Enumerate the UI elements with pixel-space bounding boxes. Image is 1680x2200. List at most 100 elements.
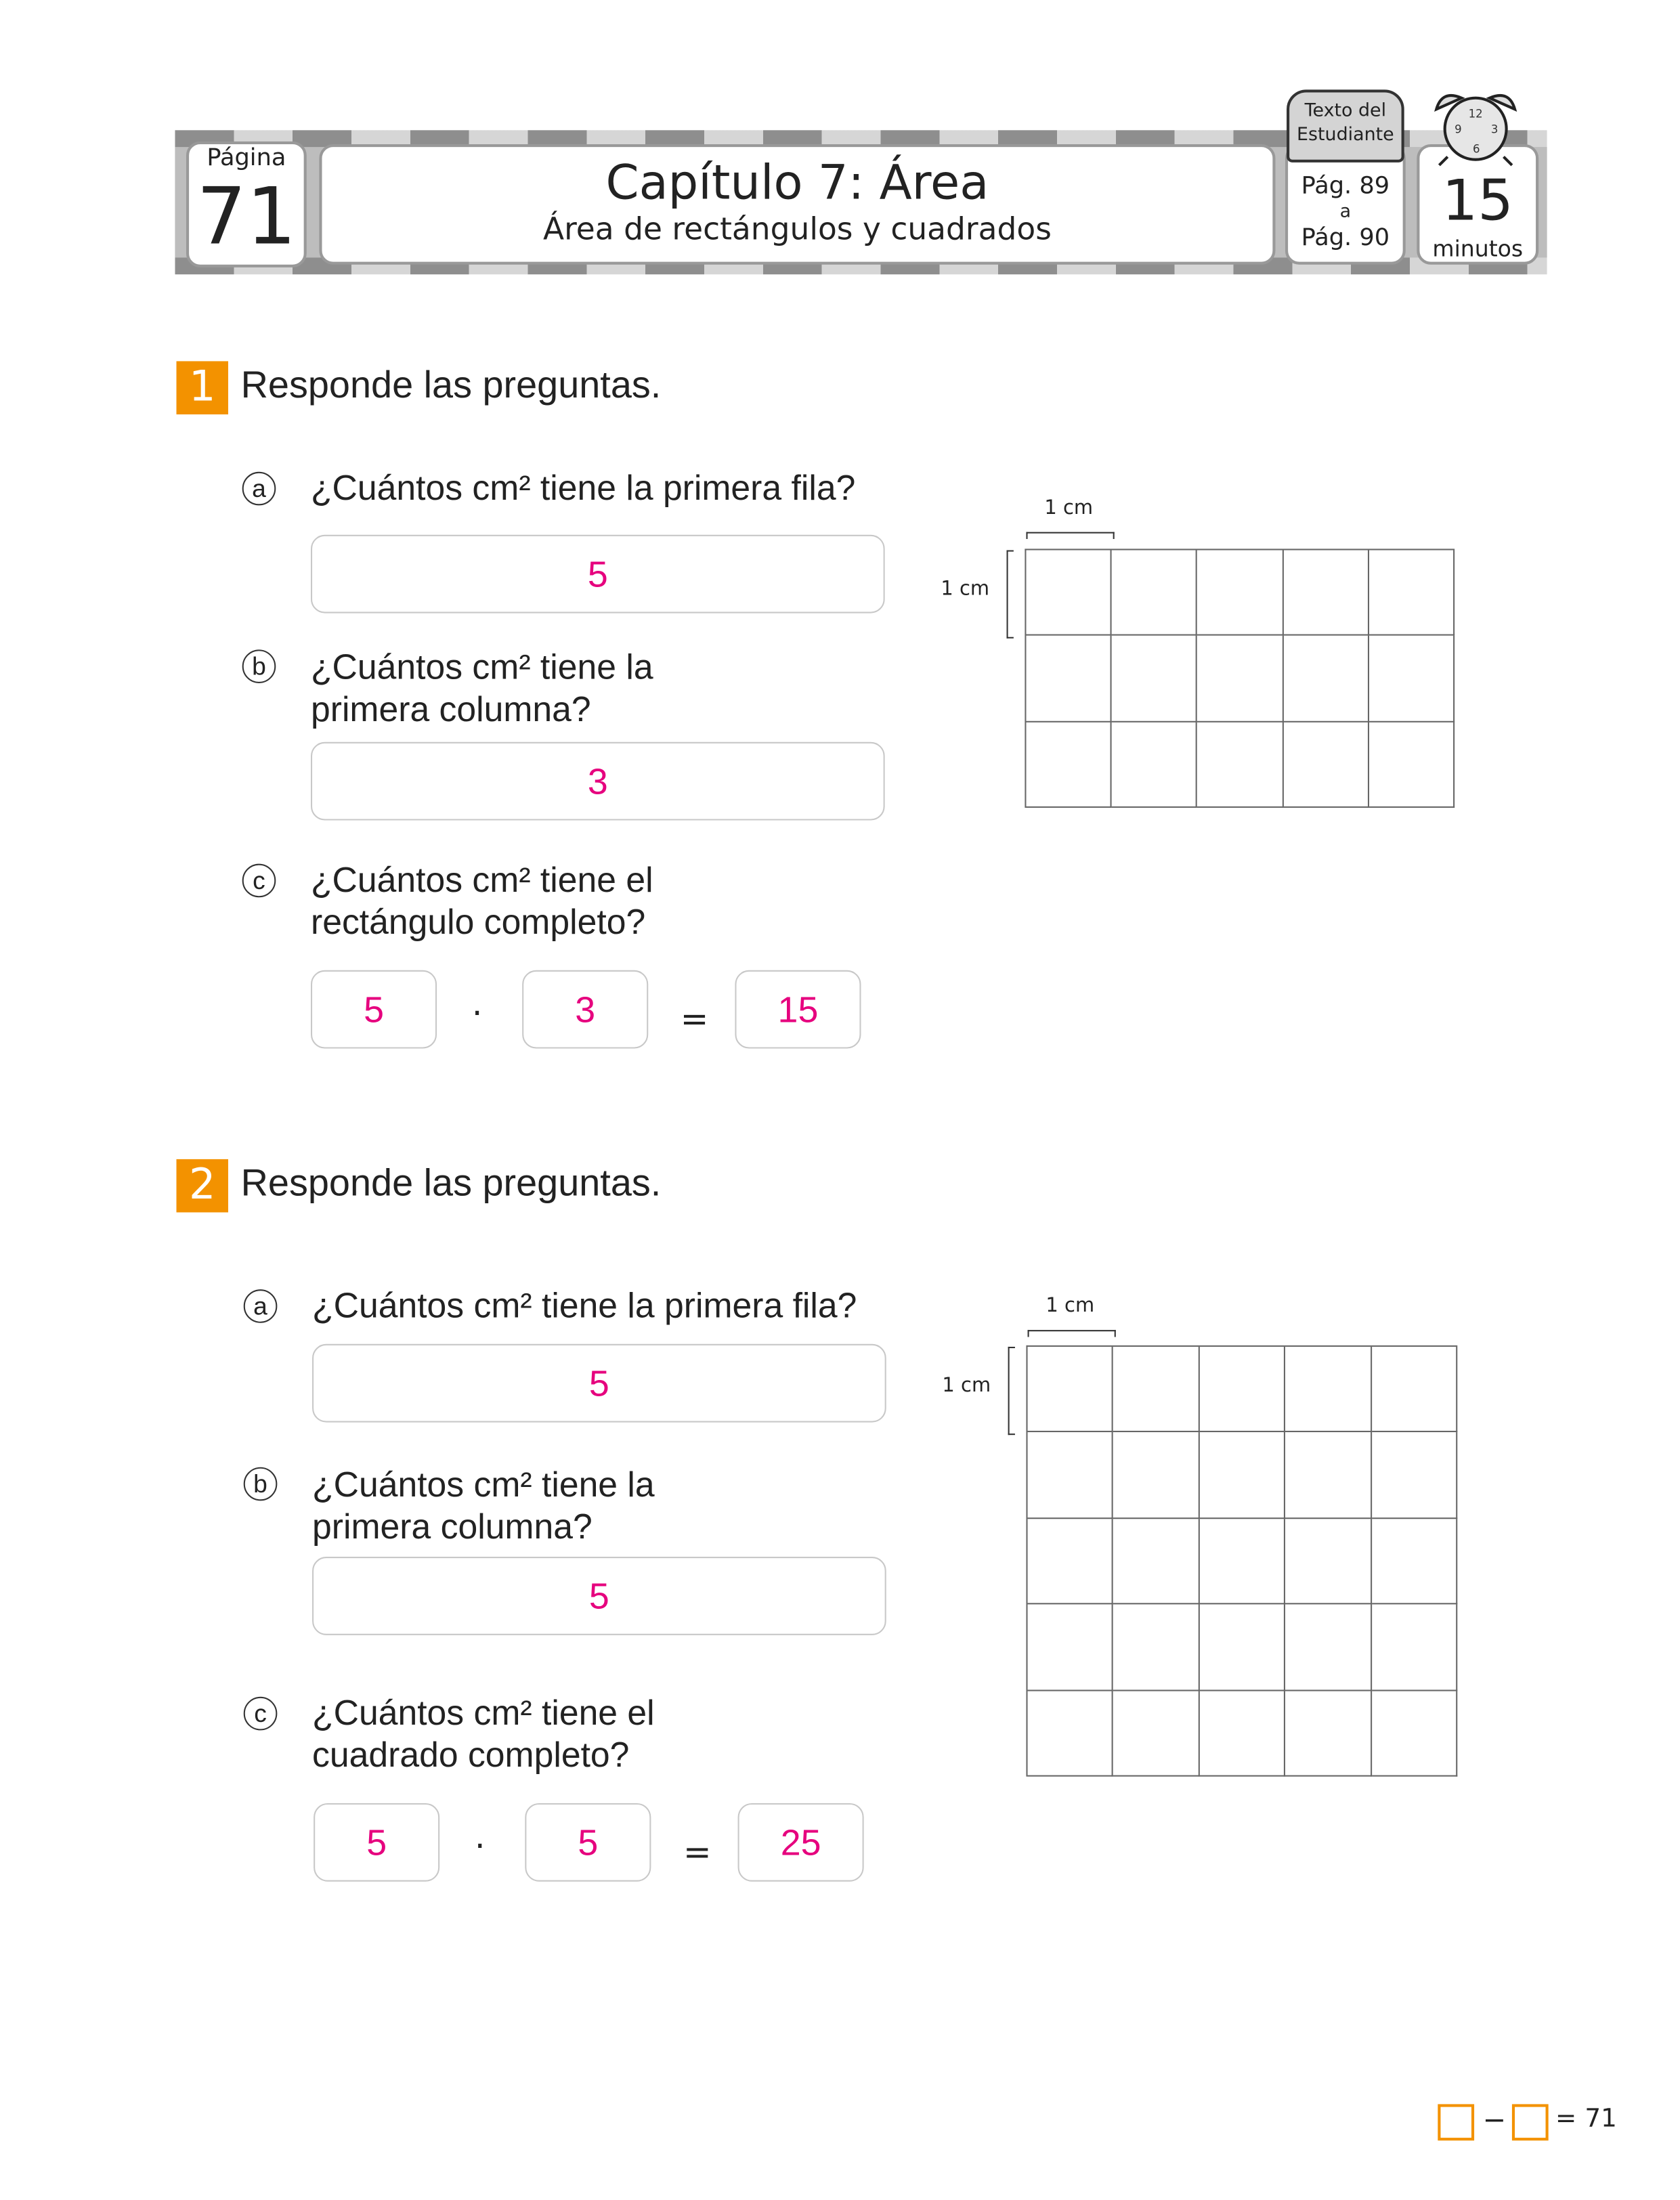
grid-cell [1113, 1432, 1200, 1519]
grid-cell [1371, 1604, 1458, 1691]
unit-top-label: 1 cm [1044, 496, 1094, 520]
factor1-1c[interactable]: 5 [310, 970, 437, 1049]
footer-box-1 [1438, 2104, 1475, 2141]
question-1b-line1: ¿Cuántos cm² tiene la [310, 648, 653, 688]
open-book-icon: Texto del Estudiante [1287, 89, 1404, 163]
svg-text:9: 9 [1455, 123, 1462, 135]
letter-b: b [243, 1467, 278, 1501]
grid-cell [1285, 1518, 1372, 1605]
grid-cell [1027, 1346, 1114, 1433]
grid-cell [1026, 550, 1112, 637]
grid-cell [1371, 1518, 1458, 1605]
multiply-sign: · [471, 993, 483, 1033]
time-value: 15 [1442, 169, 1513, 234]
grid-cell [1197, 636, 1284, 722]
grid-cell [1371, 1346, 1458, 1433]
page-number-box: Página 71 [186, 141, 307, 267]
equals-sign: = [680, 999, 709, 1039]
svg-text:6: 6 [1473, 142, 1480, 155]
unit-left-bracket [1008, 1346, 1015, 1436]
letter-a: a [243, 1289, 278, 1323]
grid-cell [1285, 1346, 1372, 1433]
unit-left-label: 1 cm [942, 1375, 991, 1398]
question-2c-line1: ¿Cuántos cm² tiene el [312, 1694, 655, 1733]
footer-page-number: 71 [1585, 2104, 1617, 2134]
grid-cell [1026, 722, 1112, 808]
question-2a: ¿Cuántos cm² tiene la primera fila? [312, 1287, 857, 1326]
grid-cell [1027, 1432, 1114, 1519]
grid-cell [1199, 1604, 1286, 1691]
unit-top-bracket [1027, 1330, 1116, 1337]
question-1b-line2: primera columna? [310, 690, 591, 730]
grid-cell [1199, 1690, 1286, 1777]
grid-cell [1369, 550, 1455, 637]
question-1c-line2: rectángulo completo? [310, 903, 646, 943]
grid-cell [1283, 550, 1369, 637]
grid-cell [1285, 1690, 1372, 1777]
grid-cell [1111, 550, 1198, 637]
equals-sign: = [683, 1832, 712, 1872]
unit-left-bracket [1006, 550, 1014, 639]
answer-1a[interactable]: 5 [310, 534, 885, 613]
time-unit: minutos [1432, 235, 1524, 262]
pages-from: Pág. 89 [1301, 172, 1390, 200]
grid-cell [1111, 636, 1198, 722]
grid-cell [1199, 1432, 1286, 1519]
multiply-sign: · [474, 1827, 486, 1866]
square-grid [1026, 1345, 1458, 1777]
grid-cell [1113, 1518, 1200, 1605]
grid-cell [1197, 722, 1284, 808]
answer-2b[interactable]: 5 [312, 1557, 886, 1635]
question-2c-line2: cuadrado completo? [312, 1735, 630, 1775]
letter-b: b [242, 649, 276, 683]
answer-1b[interactable]: 3 [310, 741, 885, 821]
rectangle-grid [1025, 548, 1455, 808]
grid-cell [1111, 722, 1198, 808]
grid-cell [1371, 1432, 1458, 1519]
page-number: 71 [196, 172, 297, 263]
result-2c[interactable]: 25 [737, 1803, 864, 1882]
grid-cell [1369, 636, 1455, 722]
grid-cell [1369, 722, 1455, 808]
page-label: Página [207, 144, 286, 173]
factor2-1c[interactable]: 3 [522, 970, 649, 1049]
grid-cell [1199, 1518, 1286, 1605]
question-1a: ¿Cuántos cm² tiene la primera fila? [310, 469, 856, 509]
grid-cell [1113, 1604, 1200, 1691]
svg-text:12: 12 [1469, 108, 1483, 121]
letter-c: c [243, 1696, 278, 1731]
footer-equals: = [1555, 2104, 1577, 2134]
chapter-subtitle: Área de rectángulos y cuadrados [542, 213, 1052, 248]
result-1c[interactable]: 15 [735, 970, 861, 1049]
unit-left-label: 1 cm [941, 578, 990, 601]
grid-cell [1283, 722, 1369, 808]
grid-cell [1199, 1346, 1286, 1433]
unit-top-label: 1 cm [1046, 1295, 1095, 1318]
grid-cell [1285, 1432, 1372, 1519]
chapter-title-box: Capítulo 7: Área Área de rectángulos y c… [319, 144, 1276, 265]
unit-top-bracket [1026, 532, 1115, 539]
grid-cell [1197, 550, 1284, 637]
alarm-clock-icon: 12 9 36 [1434, 94, 1517, 167]
student-text-box: Pág. 89 a Pág. 90 [1285, 144, 1406, 265]
chapter-title: Capítulo 7: Área [605, 155, 989, 212]
letter-a: a [242, 471, 276, 506]
pages-to: Pág. 90 [1301, 223, 1390, 253]
svg-text:3: 3 [1491, 123, 1499, 135]
letter-c: c [242, 863, 276, 898]
factor2-2c[interactable]: 5 [525, 1803, 651, 1882]
grid-cell [1027, 1518, 1114, 1605]
book-label: Texto del Estudiante [1297, 100, 1394, 146]
grid-cell [1371, 1690, 1458, 1777]
pages-sep: a [1339, 201, 1352, 223]
grid-cell [1027, 1604, 1114, 1691]
question-2b-line1: ¿Cuántos cm² tiene la [312, 1465, 655, 1505]
answer-2a[interactable]: 5 [312, 1343, 886, 1423]
time-box: 15 minutos [1417, 144, 1539, 265]
grid-cell [1285, 1604, 1372, 1691]
grid-cell [1113, 1346, 1200, 1433]
grid-cell [1283, 636, 1369, 722]
footer-box-2 [1511, 2104, 1549, 2141]
section-2-badge: 2 [176, 1159, 229, 1213]
factor1-2c[interactable]: 5 [314, 1803, 440, 1882]
